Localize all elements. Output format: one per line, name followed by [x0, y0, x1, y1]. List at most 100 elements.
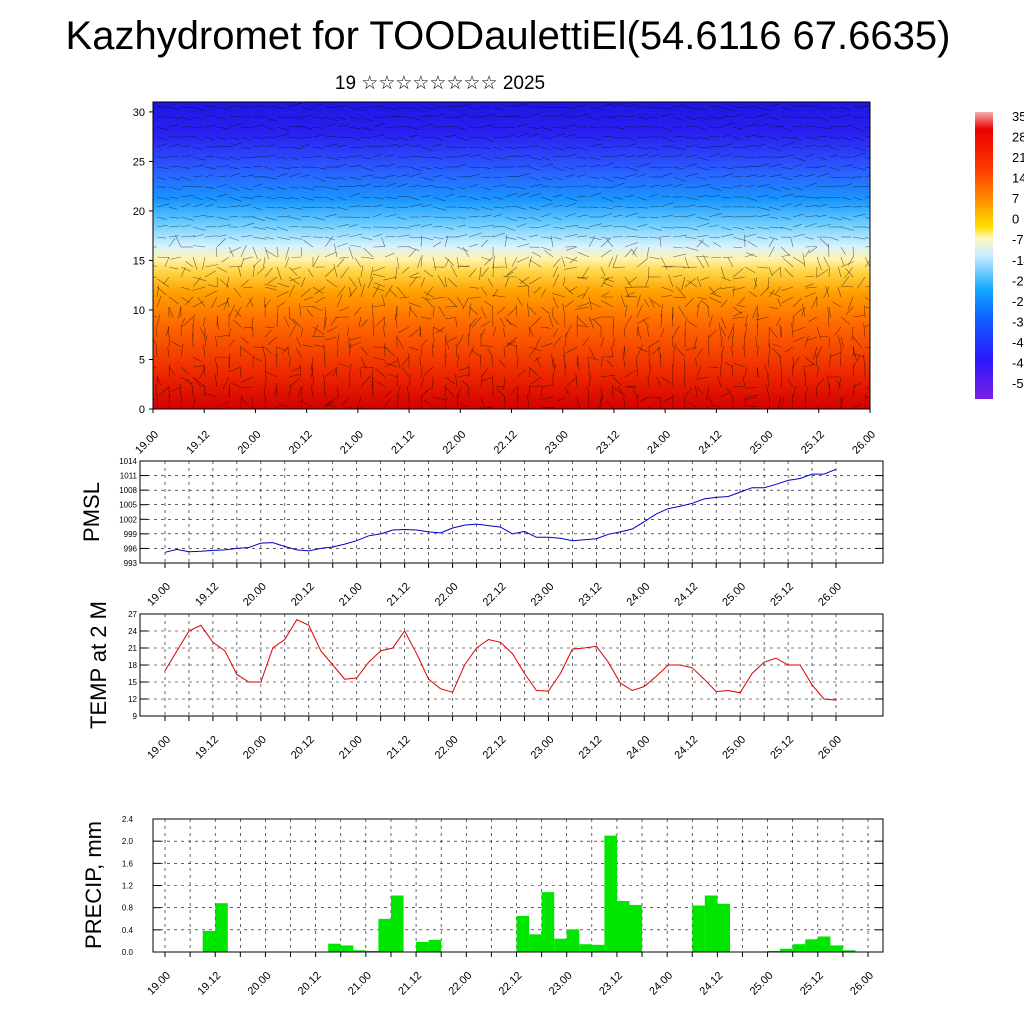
wind-vector: [348, 287, 358, 298]
wind-vector: [312, 156, 323, 158]
wind-vector: [828, 154, 838, 158]
x-tick-label: 23.12: [577, 581, 605, 609]
wind-vector: [228, 353, 231, 368]
wind-vector: [264, 396, 266, 408]
y-tick-label: 1011: [120, 472, 138, 481]
wind-vector: [396, 183, 408, 188]
wind-vector: [480, 328, 486, 338]
wind-vector: [528, 367, 531, 378]
wind-vector: [648, 194, 658, 198]
wind-vector: [348, 155, 363, 158]
wind-vector: [660, 173, 672, 178]
wind-vector: [264, 326, 275, 329]
wind-vector: [755, 337, 758, 348]
y-tick-label: 20: [133, 206, 145, 218]
wind-vector: [764, 365, 770, 378]
wind-vector: [264, 236, 275, 240]
wind-vector: [204, 204, 214, 208]
wind-vector: [612, 386, 623, 395]
wind-vector: [336, 234, 349, 238]
wind-vector: [468, 106, 479, 110]
wind-vector: [780, 203, 792, 208]
wind-vector: [240, 346, 252, 356]
wind-vector: [527, 303, 530, 318]
wind-vector: [504, 192, 519, 198]
wind-vector: [312, 146, 324, 149]
wind-vector: [768, 236, 779, 240]
wind-vector: [756, 214, 770, 218]
wind-vector: [384, 389, 393, 398]
wind-vector: [156, 256, 170, 259]
wind-vector: [576, 146, 589, 151]
wind-vector: [516, 296, 523, 306]
wind-vector: [348, 176, 362, 181]
wind-vector: [528, 166, 541, 171]
wind-vector: [325, 336, 338, 341]
wind-vector: [732, 286, 735, 298]
wind-vector: [264, 283, 278, 288]
wind-vector: [808, 316, 818, 322]
wind-vector: [611, 345, 614, 358]
wind-vector: [264, 329, 273, 338]
wind-vector: [204, 136, 215, 141]
wind-vector: [564, 106, 576, 109]
wind-vector: [540, 236, 553, 239]
wind-vector: [492, 196, 504, 200]
wind-vector: [528, 133, 539, 138]
wind-vector: [552, 126, 567, 129]
wind-vector: [727, 326, 734, 340]
wind-vector: [576, 184, 591, 188]
y-tick-label: 0.8: [122, 904, 134, 913]
wind-vector: [170, 386, 182, 392]
wind-vector: [406, 386, 410, 398]
wind-vector: [815, 353, 818, 368]
wind-vector: [605, 238, 614, 248]
wind-vector: [575, 373, 578, 388]
precip-bar: [629, 904, 643, 952]
wind-vector: [564, 333, 567, 348]
wind-vector: [588, 116, 600, 121]
wind-vector: [240, 222, 255, 228]
wind-vector: [528, 256, 532, 268]
wind-vector: [708, 286, 717, 295]
wind-vector: [424, 399, 434, 408]
wind-vector: [216, 126, 229, 130]
wind-vector: [576, 355, 579, 368]
wind-vector: [648, 216, 659, 218]
wind-vector: [276, 133, 289, 138]
wind-vector: [828, 236, 839, 241]
wind-vector: [346, 326, 350, 337]
wind-vector: [684, 163, 697, 168]
wind-vector: [852, 186, 867, 188]
wind-vector: [696, 106, 708, 111]
wind-vector: [468, 324, 471, 338]
wind-vector: [504, 115, 519, 118]
wind-vector: [480, 196, 491, 200]
wind-vector: [384, 253, 395, 258]
wind-vector: [192, 203, 204, 208]
wind-vector: [204, 235, 218, 238]
wind-vector: [684, 125, 695, 128]
wind-vector: [420, 366, 423, 378]
wind-vector: [384, 126, 396, 129]
wind-vector: [180, 235, 195, 238]
wind-vector: [733, 276, 746, 280]
wind-vector: [372, 303, 374, 318]
wind-vector: [288, 378, 301, 388]
wind-vector: [540, 306, 550, 314]
wind-vector: [372, 134, 386, 138]
wind-vector: [660, 313, 662, 328]
wind-vector: [300, 235, 311, 238]
wind-vector: [192, 136, 204, 141]
wind-vector: [651, 396, 662, 399]
wind-vector: [288, 156, 299, 160]
wind-vector: [564, 196, 578, 202]
wind-vector: [695, 357, 698, 368]
wind-vector: [420, 106, 435, 110]
wind-vector: [774, 286, 782, 296]
wind-vector: [852, 236, 866, 240]
wind-vector: [864, 185, 870, 188]
wind-vector: [768, 326, 778, 339]
wind-vector: [612, 376, 622, 386]
